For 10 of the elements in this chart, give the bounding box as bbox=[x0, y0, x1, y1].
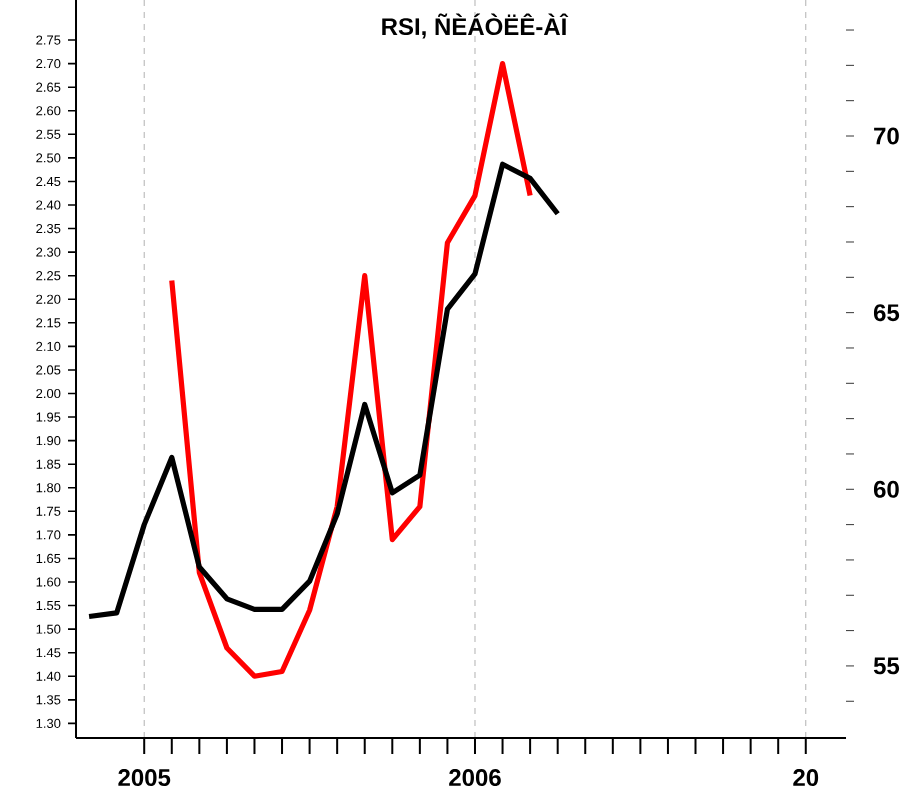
x-tick-label: 2005 bbox=[118, 769, 171, 787]
y2-tick-label: 70 bbox=[874, 127, 899, 145]
x-tick-label: 20 bbox=[793, 769, 819, 787]
line-series bbox=[169, 61, 533, 679]
text: RSI, ÑÈÁÒËÊ-ÀÎ bbox=[382, 13, 569, 39]
y2-tick-label: 65 bbox=[873, 304, 900, 322]
y2-tick-label: 60 bbox=[873, 480, 899, 498]
line-series bbox=[86, 161, 561, 620]
x-tick-label: 2006 bbox=[449, 769, 501, 787]
y2-tick-label: 55 bbox=[873, 657, 900, 675]
